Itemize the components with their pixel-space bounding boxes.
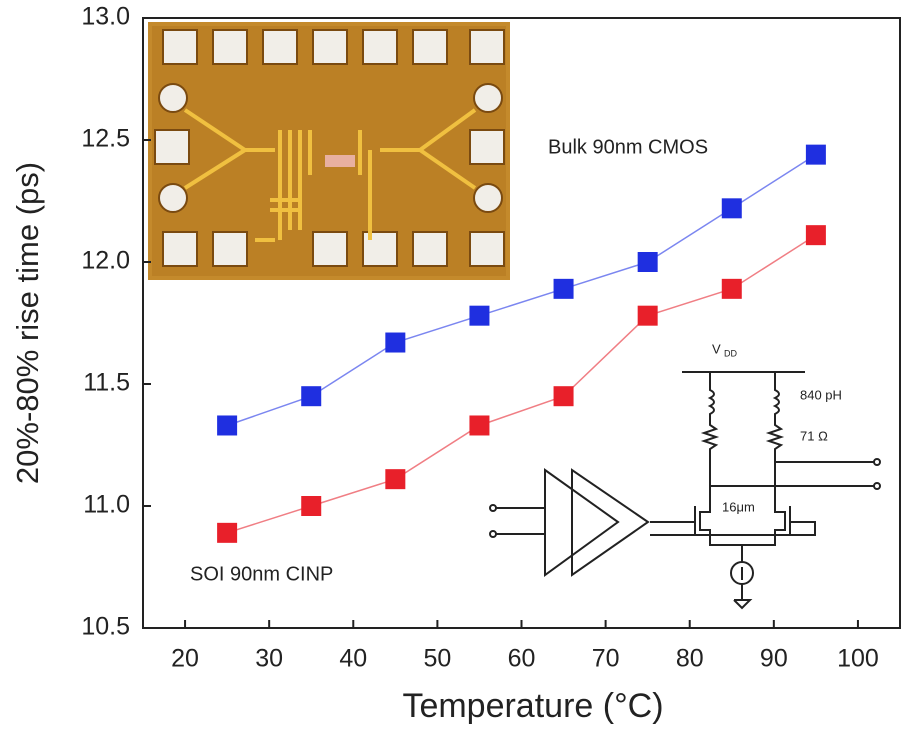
x-tick-label: 80 — [676, 645, 704, 673]
marker — [217, 415, 238, 436]
marker — [721, 198, 742, 219]
y-tick-label: 13.0 — [81, 3, 130, 31]
x-tick-label: 20 — [171, 645, 199, 673]
series-label: Bulk 90nm CMOS — [548, 136, 708, 158]
marker — [301, 386, 322, 407]
marker — [217, 522, 238, 543]
marker — [301, 496, 322, 516]
series-line — [226, 234, 817, 534]
x-tick-label: 100 — [837, 645, 879, 673]
x-tick-label: 90 — [760, 645, 788, 673]
marker — [553, 386, 574, 407]
x-tick-label: 30 — [255, 645, 283, 673]
y-axis-label: 20%-80% rise time (ps) — [10, 162, 45, 484]
circuit-schematic: V DD 840 pH 71 Ω 16μm — [489, 341, 881, 610]
y-tick-label: 12.5 — [81, 125, 130, 153]
marker — [385, 332, 406, 353]
y-tick-label: 11.5 — [83, 369, 130, 397]
circuit-label: 16μm — [722, 499, 755, 514]
marker — [637, 305, 658, 326]
y-tick-label: 11.0 — [83, 491, 130, 519]
x-tick-label: 70 — [592, 645, 620, 673]
series-line — [226, 154, 817, 427]
circuit-label: DD — [724, 348, 737, 358]
marker — [637, 252, 658, 272]
x-tick-label: 60 — [508, 645, 536, 673]
marker — [553, 278, 574, 299]
x-tick-label: 40 — [339, 645, 367, 673]
marker — [385, 469, 406, 490]
marker — [469, 415, 490, 436]
chip-photo — [148, 22, 510, 280]
y-tick-label: 10.5 — [81, 613, 130, 641]
x-tick-label: 50 — [423, 645, 451, 673]
x-axis-label: Temperature (°C) — [402, 687, 663, 725]
y-tick-label: 12.0 — [81, 247, 130, 275]
series-label: SOI 90nm CINP — [190, 563, 333, 585]
marker — [721, 278, 742, 299]
marker — [469, 305, 490, 326]
marker — [805, 225, 826, 246]
marker — [805, 144, 826, 165]
circuit-label: 840 pH — [800, 387, 842, 402]
circuit-label: V — [712, 341, 721, 356]
circuit-label: 71 Ω — [800, 428, 828, 443]
